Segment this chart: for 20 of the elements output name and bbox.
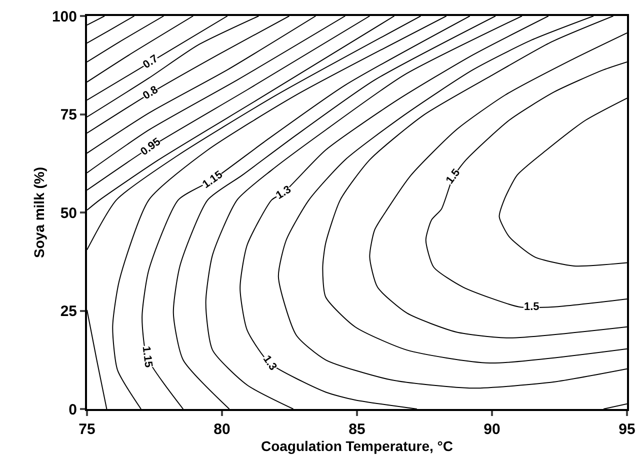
- y-tick-label: 100: [52, 8, 77, 26]
- y-tick-label: 0: [68, 401, 77, 418]
- annotation: 0.7: [140, 52, 160, 72]
- x-axis-title: Coagulation Temperature, °C: [260, 438, 454, 454]
- annotation: 1.3: [260, 353, 279, 373]
- annotation: 1.5: [524, 301, 540, 313]
- annotation: 0.8: [140, 84, 160, 102]
- x-tick-label: 90: [484, 421, 500, 438]
- y-tick-label: 75: [60, 106, 77, 124]
- annotation: 1.3: [274, 184, 294, 202]
- y-tick-label: 50: [60, 204, 77, 222]
- annotation: 0.95: [138, 136, 163, 158]
- x-tick-label: 85: [348, 421, 366, 438]
- x-tick-label: 95: [618, 421, 636, 438]
- y-axis-title: Soya milk (%): [31, 166, 48, 258]
- annotation: 1.5: [444, 166, 463, 186]
- y-tick-label: 25: [60, 303, 77, 320]
- annotation: 1.15: [200, 168, 225, 191]
- x-tick-label: 80: [214, 421, 230, 438]
- x-tick-label: 75: [78, 421, 96, 438]
